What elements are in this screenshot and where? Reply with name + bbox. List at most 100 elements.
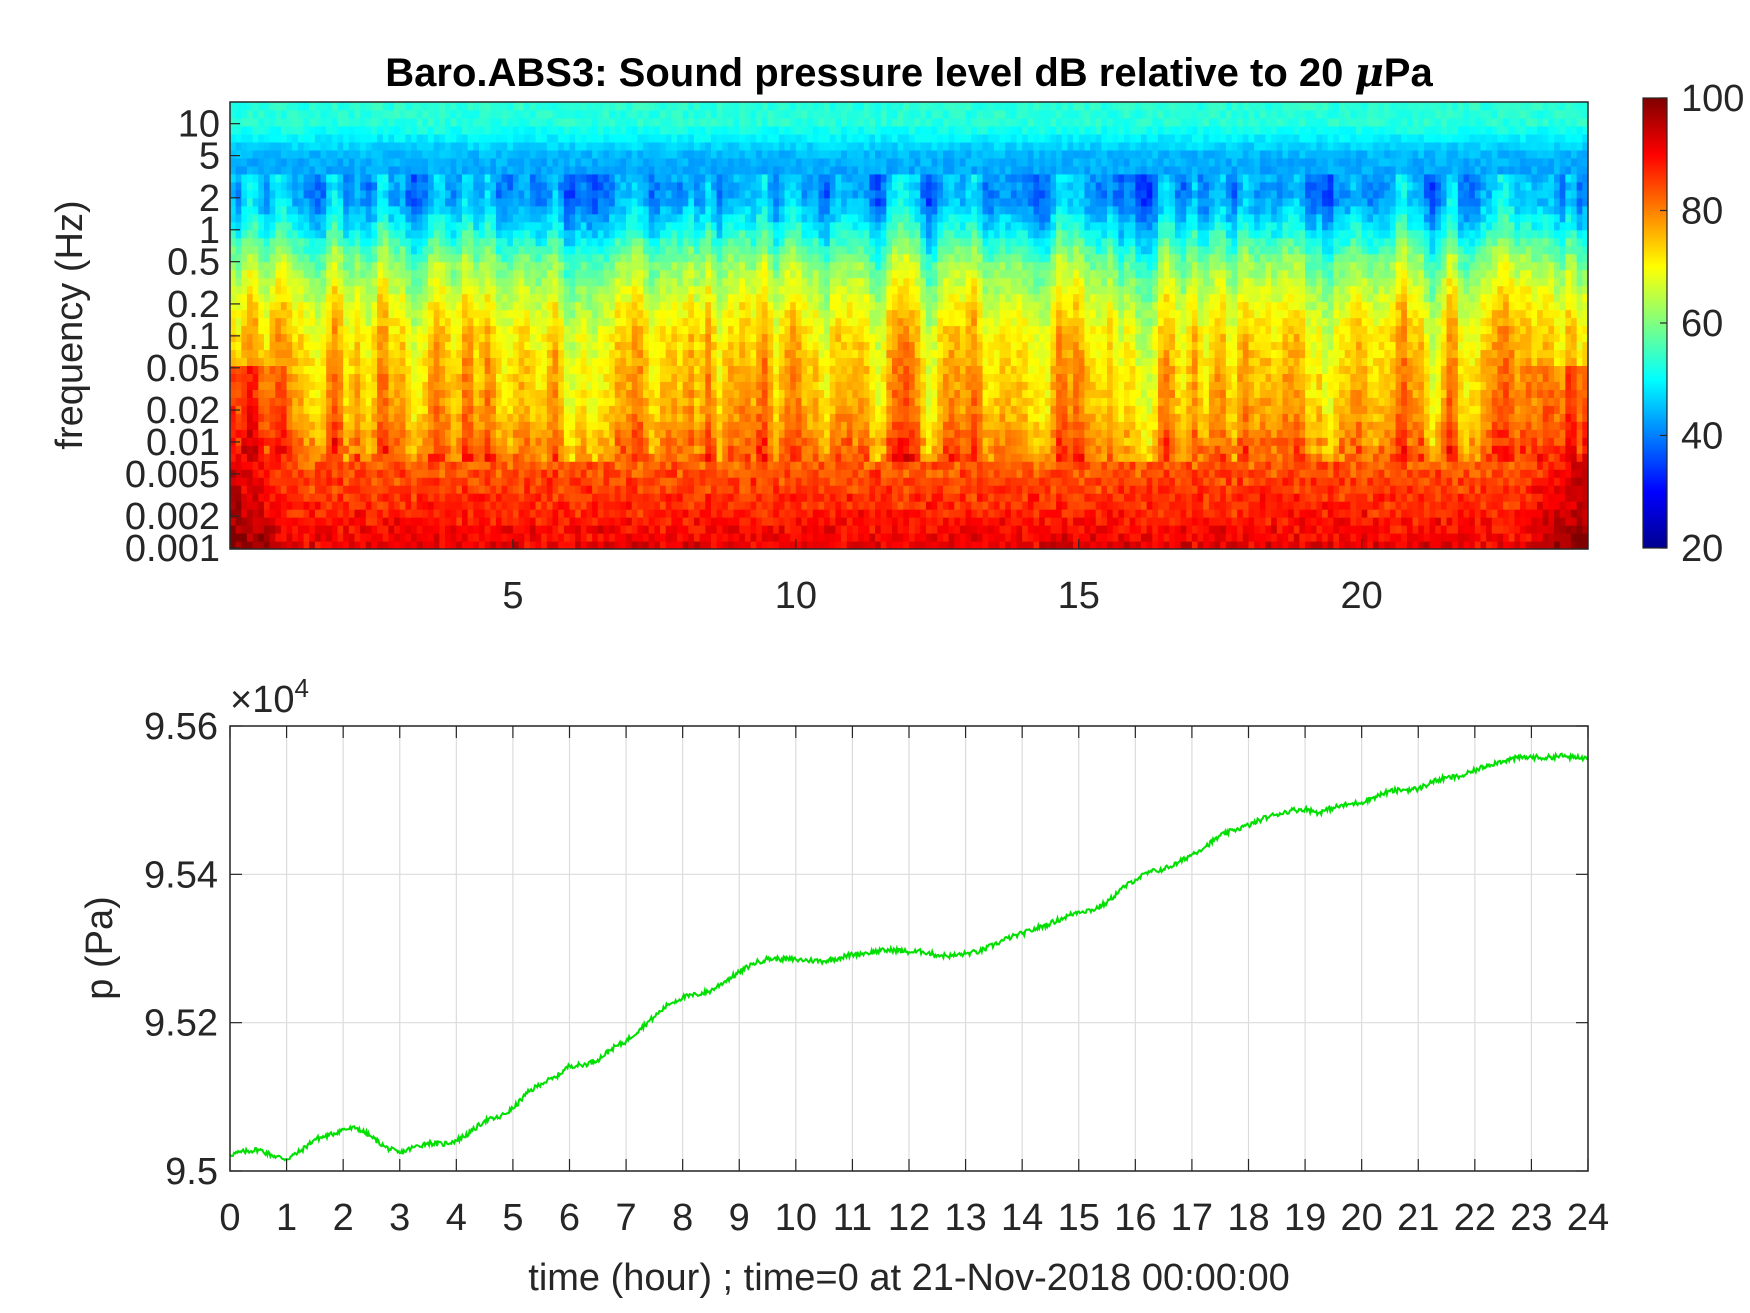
- spectrogram-cell: [405, 373, 412, 382]
- spectrogram-cell: [246, 437, 254, 446]
- spectrogram-cell: [382, 349, 390, 359]
- spectrogram-cell: [246, 197, 254, 207]
- spectrogram-cell: [603, 149, 610, 159]
- spectrogram-cell: [371, 229, 378, 239]
- spectrogram-cell: [580, 309, 588, 319]
- spectrogram-cell: [467, 429, 474, 438]
- spectrogram-cell: [280, 389, 288, 398]
- spectrogram-cell: [467, 285, 474, 295]
- spectrogram-cell: [348, 157, 356, 167]
- spectrogram-cell: [688, 341, 695, 351]
- spectrogram-cell: [246, 485, 254, 494]
- spectrogram-cell: [461, 517, 469, 526]
- spectrogram-cell: [303, 277, 310, 287]
- spectrogram-cell: [512, 429, 520, 438]
- spectrogram-cell: [541, 173, 548, 183]
- spectrogram-cell: [275, 397, 282, 406]
- spectrogram-cell: [558, 493, 565, 502]
- spectrogram-cell: [501, 333, 508, 343]
- spectrogram-cell: [292, 149, 299, 159]
- spectrogram-cell: [428, 133, 435, 143]
- spectrogram-cell: [660, 261, 667, 271]
- spectrogram-cell: [428, 349, 435, 359]
- spectrogram-cell: [241, 125, 248, 135]
- spectrogram-cell: [269, 149, 276, 159]
- spectrogram-cell: [286, 157, 293, 167]
- spectrogram-cell: [382, 397, 390, 406]
- spectrogram-cell: [456, 373, 463, 382]
- spectrogram-cell: [371, 269, 378, 279]
- spectrogram-cell: [710, 109, 718, 119]
- spectrogram-cell: [495, 381, 503, 390]
- spectrogram-cell: [552, 102, 559, 111]
- spectrogram-cell: [699, 469, 706, 478]
- spectrogram-cell: [467, 309, 474, 319]
- spectrogram-cell: [416, 501, 423, 510]
- spectrogram-cell: [422, 485, 429, 494]
- spectrogram-cell: [631, 221, 638, 231]
- spectrogram-cell: [727, 102, 735, 111]
- spectrogram-cell: [546, 125, 554, 135]
- spectrogram-cell: [450, 397, 457, 406]
- spectrogram-cell: [331, 269, 339, 279]
- spectrogram-cell: [388, 445, 395, 454]
- spectrogram-cell: [405, 341, 412, 351]
- spectrogram-cell: [263, 189, 271, 199]
- spectrogram-cell: [331, 253, 339, 263]
- spectrogram-cell: [348, 173, 356, 183]
- spectrogram-cell: [230, 253, 237, 263]
- spectrogram-cell: [569, 245, 576, 255]
- spectrogram-cell: [727, 349, 735, 359]
- spectrogram-cell: [377, 477, 384, 486]
- spectrogram-cell: [343, 157, 350, 167]
- spectrogram-cell: [263, 397, 271, 406]
- spectrogram-cell: [648, 117, 655, 127]
- spectrogram-cell: [382, 269, 390, 279]
- spectrogram-cell: [450, 317, 457, 327]
- spectrogram-cell: [303, 181, 310, 191]
- spectrogram-cell: [371, 397, 378, 406]
- spectrogram-cell: [456, 517, 463, 526]
- spectrogram-cell: [637, 293, 644, 303]
- spectrogram-cell: [422, 541, 429, 549]
- spectrogram-cell: [348, 277, 356, 287]
- spectrogram-cell: [580, 157, 588, 167]
- spectrogram-cell: [394, 141, 401, 151]
- spectrogram-cell: [501, 173, 508, 183]
- spectrogram-cell: [331, 421, 339, 430]
- spectrogram-cell: [631, 501, 638, 510]
- spectrogram-cell: [320, 253, 327, 263]
- spectrogram-cell: [716, 213, 723, 223]
- spectrogram-cell: [422, 477, 429, 486]
- spectrogram-cell: [626, 389, 633, 398]
- spectrogram-cell: [552, 117, 559, 127]
- spectrogram-cell: [518, 413, 525, 422]
- spectrogram-cell: [484, 517, 491, 526]
- spectrogram-cell: [230, 477, 237, 486]
- spectrogram-cell: [569, 285, 576, 295]
- spectrogram-cell: [258, 405, 265, 414]
- spectrogram-cell: [558, 269, 565, 279]
- spectrogram-cell: [597, 485, 605, 494]
- spectrogram-cell: [303, 157, 310, 167]
- spectrogram-cell: [688, 429, 695, 438]
- spectrogram-cell: [558, 485, 565, 494]
- spectrogram-cell: [529, 197, 537, 207]
- spectrogram-cell: [252, 229, 259, 239]
- spectrogram-cell: [252, 285, 259, 295]
- spectrogram-cell: [371, 365, 378, 374]
- spectrogram-cell: [484, 197, 491, 207]
- spectrogram-cell: [722, 365, 729, 374]
- spectrogram-cell: [286, 117, 293, 127]
- spectrogram-cell: [575, 253, 582, 263]
- spectrogram-cell: [252, 221, 259, 231]
- spectrogram-cell: [716, 341, 723, 351]
- spectrogram-cell: [241, 141, 248, 151]
- spectrogram-cell: [580, 165, 588, 175]
- spectrogram-cell: [603, 389, 610, 398]
- spectrogram-cell: [394, 341, 401, 351]
- spectrogram-cell: [297, 349, 305, 359]
- spectrogram-cell: [535, 317, 542, 327]
- spectrogram-cell: [535, 213, 542, 223]
- spectrogram-cell: [490, 405, 497, 414]
